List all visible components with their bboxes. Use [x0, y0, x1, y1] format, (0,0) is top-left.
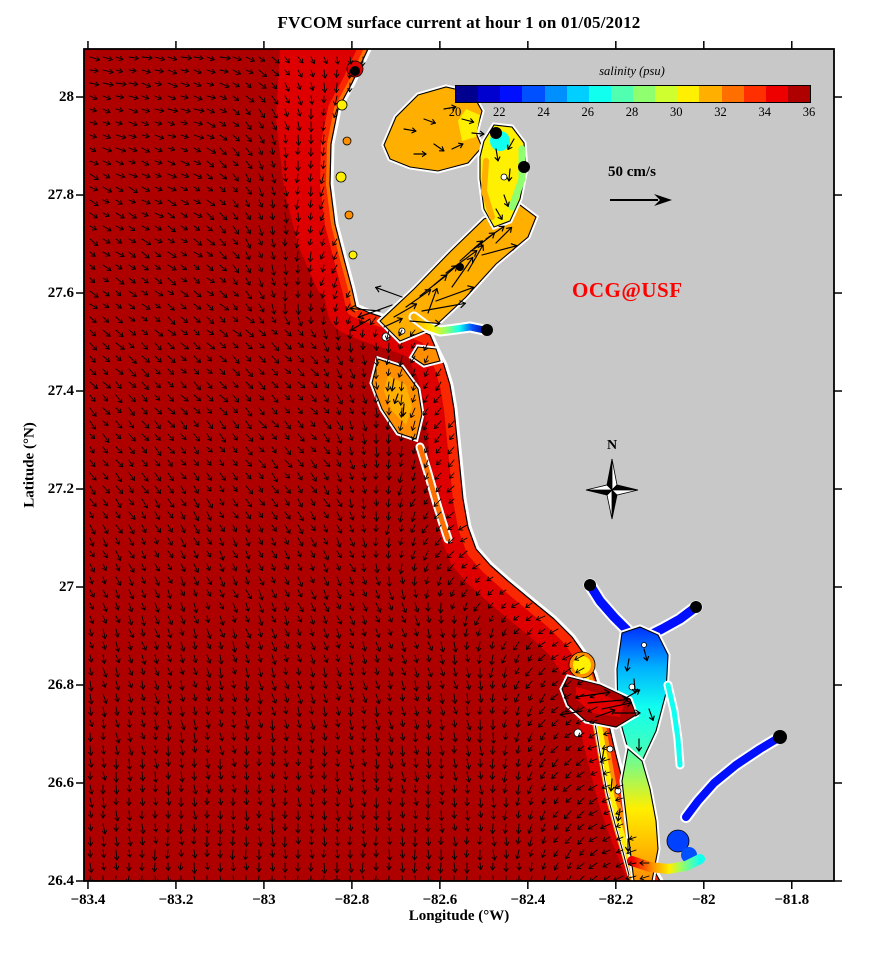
x-tick-label: −82.6: [422, 892, 458, 908]
colorbar-segment: [787, 86, 810, 102]
colorbar-tick-label: 32: [714, 105, 727, 119]
y-tick-label: 26.6: [47, 775, 74, 791]
x-tick-label: −82.4: [510, 892, 546, 908]
plot-title: FVCOM surface current at hour 1 on 01/05…: [277, 13, 641, 32]
x-tick-label: −83.4: [70, 892, 106, 908]
y-tick-label: 26.4: [47, 873, 74, 889]
compass-north-label: N: [606, 438, 618, 453]
colorbar-segment: [610, 86, 633, 102]
colorbar-tick-label: 22: [493, 105, 506, 119]
colorbar-segment: [478, 86, 501, 102]
colorbar-segment: [544, 86, 567, 102]
y-tick-label: 27.4: [47, 383, 74, 399]
x-tick-label: −83.2: [158, 892, 194, 908]
islet-3: [500, 173, 508, 181]
scale-arrow-icon: [610, 194, 672, 206]
current-scale-legend: 50 cm/s: [608, 164, 688, 214]
y-tick-label: 27.6: [47, 285, 74, 301]
intracoastal-spot-3: [335, 171, 347, 183]
colorbar-tick-label: 30: [670, 105, 683, 119]
y-tick-label: 27.8: [47, 187, 74, 204]
colorbar-tick-labels: 20 22 24 26 28 30 32 34 36: [449, 105, 816, 121]
colorbar-segment: [743, 86, 766, 102]
y-tick-label: 27: [59, 579, 74, 595]
x-axis-title: Longitude (°W): [408, 908, 510, 924]
compass: N: [584, 438, 640, 530]
x-tick-label: −82.2: [598, 892, 634, 908]
colorbar-tick-label: 20: [448, 105, 462, 119]
colorbar-segment: [456, 86, 479, 102]
colorbar-segment: [765, 86, 788, 102]
colorbar-segment: [522, 86, 545, 102]
intracoastal-spot-1: [336, 99, 348, 111]
y-tick-label: 27.2: [47, 481, 74, 497]
y-tick-label: 26.8: [47, 677, 74, 693]
colorbar-segment: [500, 86, 523, 102]
colorbar-segment: [677, 86, 700, 102]
x-tick-label: −81.8: [774, 892, 810, 908]
plot-area: [84, 49, 834, 881]
colorbar-segment: [699, 86, 722, 102]
intracoastal-spot-2: [342, 136, 352, 146]
intracoastal-spot-4: [344, 210, 354, 220]
colorbar-title: salinity (psu): [599, 64, 665, 78]
colorbar-tick-label: 28: [625, 105, 639, 119]
scale-arrow-label: 50 cm/s: [608, 164, 656, 180]
x-tick-label: −83: [252, 892, 276, 908]
colorbar-segment: [566, 86, 589, 102]
colorbar-tick-label: 36: [802, 105, 816, 119]
colorbar-tick-label: 34: [758, 105, 772, 119]
colorbar: salinity (psu) 20 22 24 26 28 30 32 34 36: [449, 64, 816, 121]
watermark: OCG@USF: [572, 278, 683, 302]
colorbar-gradient: [455, 85, 811, 103]
compass-rose-icon: [585, 458, 639, 520]
colorbar-tick-label: 24: [537, 105, 550, 119]
colorbar-segment: [633, 86, 656, 102]
x-tick-label: −82.8: [334, 892, 370, 908]
y-tick-label: 28: [59, 89, 74, 106]
islet-8: [641, 642, 647, 648]
colorbar-segment: [588, 86, 611, 102]
colorbar-segment: [655, 86, 678, 102]
y-axis-title: Latitude (°N): [21, 422, 38, 508]
colorbar-tick-label: 26: [581, 105, 595, 119]
colorbar-segment: [721, 86, 744, 102]
intracoastal-spot-5: [348, 250, 358, 260]
map-canvas: [84, 49, 834, 881]
x-tick-label: −82: [692, 892, 716, 908]
